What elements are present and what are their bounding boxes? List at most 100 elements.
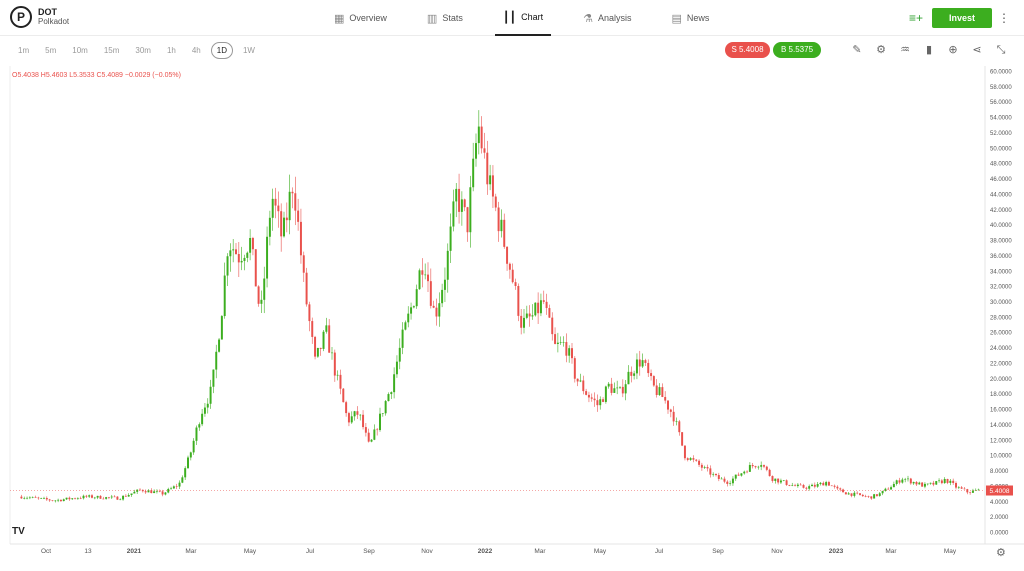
y-tick-label: 28.0000 bbox=[990, 315, 1012, 321]
candle-body bbox=[370, 439, 373, 442]
y-tick-label: 10.0000 bbox=[990, 454, 1012, 460]
candle-body bbox=[387, 394, 390, 402]
sell-price-button[interactable]: S 5.4008 bbox=[725, 42, 770, 58]
tab-label: News bbox=[686, 13, 710, 23]
candle-body bbox=[127, 494, 130, 497]
candle-body bbox=[562, 342, 565, 343]
candle-body bbox=[539, 300, 542, 314]
candle-body bbox=[271, 198, 274, 218]
candle-body bbox=[175, 486, 178, 487]
settings-icon[interactable]: ⚙ bbox=[876, 44, 886, 56]
share-icon[interactable]: ⋖ bbox=[972, 44, 982, 56]
candle-body bbox=[898, 480, 901, 483]
candle-body bbox=[506, 246, 509, 264]
tab-overview[interactable]: ▦ Overview bbox=[326, 0, 395, 36]
chart-settings-icon[interactable]: ⚙ bbox=[996, 547, 1006, 559]
candle-body bbox=[720, 478, 723, 480]
indicators-icon[interactable]: ♒ bbox=[900, 44, 910, 56]
chart-type-icon[interactable]: ▮ bbox=[925, 44, 933, 56]
candle-body bbox=[878, 493, 881, 496]
candle-body bbox=[212, 369, 215, 387]
y-tick-label: 40.0000 bbox=[990, 223, 1012, 229]
candle-body bbox=[441, 289, 444, 304]
timeframe-30m[interactable]: 30m bbox=[135, 46, 151, 55]
candle-body bbox=[633, 373, 636, 376]
candle-body bbox=[322, 331, 325, 349]
news-icon: ▤ bbox=[671, 12, 682, 25]
candle-body bbox=[686, 458, 689, 460]
candle-body bbox=[215, 351, 218, 370]
candle-body bbox=[904, 479, 907, 480]
candle-body bbox=[565, 342, 568, 356]
candle-body bbox=[748, 465, 751, 472]
candle-body bbox=[647, 362, 650, 374]
candle-body bbox=[178, 482, 181, 487]
candle-body bbox=[508, 263, 511, 270]
timeframe-10m[interactable]: 10m bbox=[72, 46, 88, 55]
chart-toolbar: 1m 5m 10m 15m 30m 1h 4h 1D 1W S 5.4008 B 5.5375 … bbox=[0, 40, 1024, 62]
candle-body bbox=[523, 317, 525, 328]
x-tick-label: May bbox=[594, 548, 607, 555]
candle-body bbox=[650, 373, 653, 377]
y-tick-label: 60.0000 bbox=[990, 70, 1012, 76]
candle-body bbox=[856, 492, 859, 494]
candle-body bbox=[407, 313, 410, 323]
candle-body bbox=[116, 496, 119, 500]
candle-body bbox=[678, 421, 681, 433]
candle-body bbox=[932, 482, 935, 485]
candle-body bbox=[263, 278, 266, 300]
candle-body bbox=[43, 497, 45, 499]
candle-body bbox=[938, 480, 941, 482]
add-icon[interactable]: ⊕ bbox=[948, 44, 958, 56]
candle-body bbox=[915, 481, 918, 485]
candle-body bbox=[681, 432, 684, 446]
tab-chart[interactable]: ┃┃ Chart bbox=[494, 0, 552, 36]
tab-analysis[interactable]: ⚗ Analysis bbox=[575, 0, 639, 36]
x-tick-label: Mar bbox=[534, 548, 546, 555]
price-chart[interactable]: 0.00002.00004.00006.00008.000010.000012.… bbox=[0, 66, 1024, 560]
candle-body bbox=[395, 361, 398, 375]
candle-body bbox=[607, 383, 610, 387]
candle-body bbox=[593, 398, 596, 401]
candle-body bbox=[599, 399, 602, 406]
buy-price-button[interactable]: B 5.5375 bbox=[773, 42, 821, 58]
candle-body bbox=[192, 440, 195, 453]
last-price-label: 5.4008 bbox=[990, 488, 1010, 495]
candle-body bbox=[582, 380, 585, 392]
candle-body bbox=[763, 465, 765, 467]
tab-news[interactable]: ▤ News bbox=[664, 0, 718, 36]
candle-body bbox=[364, 427, 367, 433]
timeframe-1h[interactable]: 1h bbox=[166, 46, 176, 55]
candle-body bbox=[785, 480, 788, 485]
candle-body bbox=[164, 492, 167, 495]
candle-body bbox=[404, 322, 407, 330]
timeframe-4h[interactable]: 4h bbox=[191, 46, 201, 55]
candle-body bbox=[133, 491, 136, 494]
candle-body bbox=[957, 487, 960, 488]
asset-titles: DOT Polkadot bbox=[38, 7, 69, 26]
invest-button[interactable]: Invest bbox=[932, 8, 992, 28]
candle-body bbox=[675, 421, 678, 422]
candle-body bbox=[644, 360, 647, 363]
candle-body bbox=[91, 495, 93, 498]
candle-body bbox=[113, 496, 116, 498]
stats-icon: ▥ bbox=[426, 12, 438, 25]
collapse-icon[interactable]: ⤡ bbox=[996, 44, 1006, 56]
tab-label: Overview bbox=[349, 13, 387, 23]
timeframe-1w[interactable]: 1W bbox=[242, 46, 255, 55]
candle-body bbox=[373, 429, 376, 440]
timeframe-1d[interactable]: 1D bbox=[210, 42, 233, 59]
tab-stats[interactable]: ▥ Stats bbox=[419, 0, 471, 36]
timeframe-5m[interactable]: 5m bbox=[45, 46, 57, 55]
candle-body bbox=[528, 313, 531, 317]
timeframe-15m[interactable]: 15m bbox=[103, 46, 120, 55]
y-tick-label: 4.0000 bbox=[990, 500, 1009, 506]
more-vertical-icon[interactable]: ⋮ bbox=[998, 11, 1010, 25]
candle-body bbox=[700, 464, 703, 468]
candle-body bbox=[517, 285, 520, 316]
timeframe-1m[interactable]: 1m bbox=[18, 46, 30, 55]
draw-icon[interactable]: ✎ bbox=[852, 44, 862, 56]
add-to-watchlist-icon[interactable]: ≡+ bbox=[908, 11, 923, 25]
candle-body bbox=[458, 188, 461, 212]
y-tick-label: 34.0000 bbox=[990, 269, 1012, 275]
